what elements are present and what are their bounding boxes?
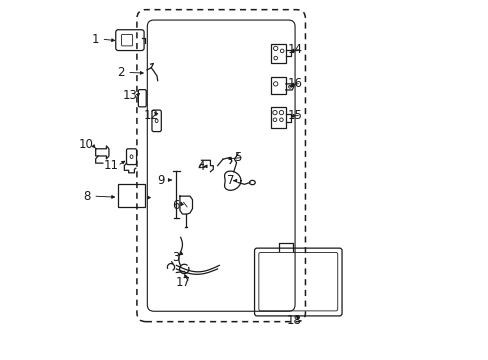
Bar: [271, 77, 285, 94]
Text: 1: 1: [91, 32, 99, 46]
Text: 13: 13: [123, 89, 138, 102]
Text: 16: 16: [286, 77, 302, 90]
Text: 14: 14: [286, 42, 302, 55]
Text: 2: 2: [117, 66, 124, 79]
Text: 10: 10: [79, 138, 93, 151]
Text: 11: 11: [103, 159, 119, 172]
Text: 15: 15: [286, 109, 302, 122]
Text: 9: 9: [157, 174, 165, 186]
Text: 4: 4: [197, 160, 204, 173]
Text: 8: 8: [83, 190, 90, 203]
Text: 18: 18: [286, 314, 301, 327]
Text: 7: 7: [226, 174, 234, 187]
Text: 3: 3: [172, 251, 179, 264]
Text: 17: 17: [175, 276, 190, 289]
Bar: [271, 44, 286, 63]
Bar: [271, 107, 286, 128]
Bar: [118, 184, 145, 207]
Text: 5: 5: [233, 151, 241, 164]
Text: 12: 12: [143, 109, 159, 122]
Text: 6: 6: [172, 199, 179, 212]
